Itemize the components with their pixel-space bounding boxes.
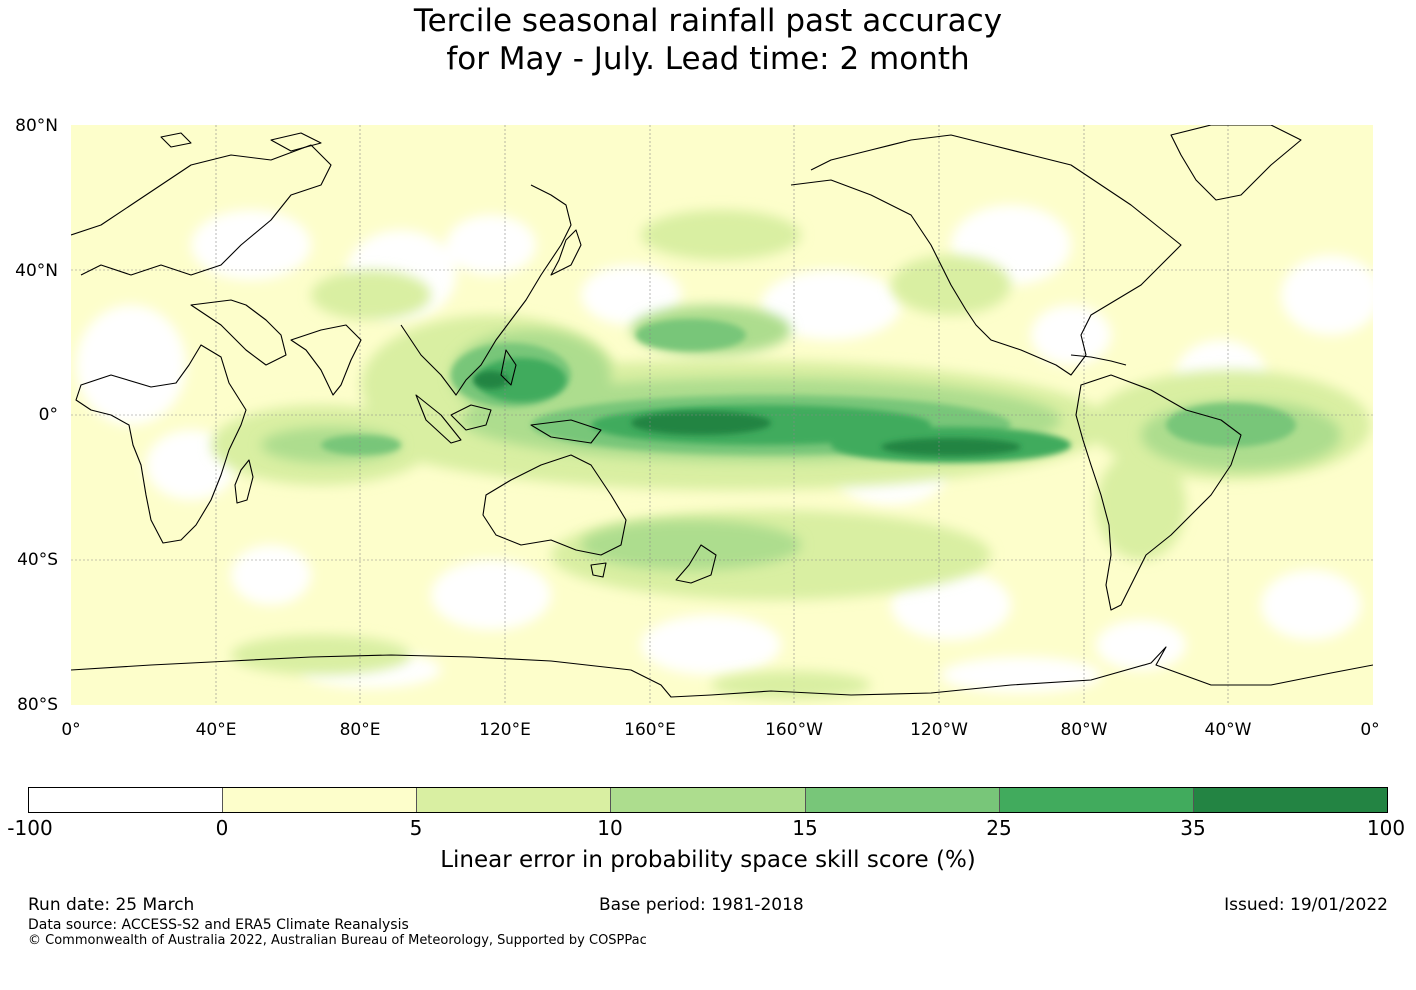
title-line-1: Tercile seasonal rainfall past accuracy: [413, 3, 1003, 39]
coast-novaya-zemlya: [270, 132, 322, 152]
lon-label-40w: 40°W: [1204, 720, 1252, 740]
lon-label-0-right: 0°: [1360, 720, 1380, 740]
base-period: Base period: 1981-2018: [599, 895, 804, 915]
lat-label-80s: 80°S: [17, 695, 58, 715]
colorbar-tick: 10: [597, 816, 623, 840]
colorbar-segment-35-100: [1192, 788, 1387, 812]
colorbar-tick: 15: [792, 816, 818, 840]
colorbar-segment-10-15: [610, 788, 805, 812]
coast-tasmania: [590, 562, 607, 578]
map-canvas: [71, 125, 1373, 705]
colorbar-segment-neg100-0: [29, 788, 223, 812]
lon-label-160w: 160°W: [765, 720, 823, 740]
coast-sumatra: [415, 394, 462, 444]
skill-score-map: [71, 125, 1373, 705]
lon-label-80w: 80°W: [1060, 720, 1108, 740]
coast-greenland: [1170, 125, 1302, 201]
coast-borneo: [450, 404, 492, 431]
lon-label-40e: 40°E: [195, 720, 237, 740]
coast-caribbean: [1070, 354, 1127, 366]
lat-label-40s: 40°S: [17, 550, 58, 570]
coast-east-asia: [400, 184, 572, 396]
copyright-notice: © Commonwealth of Australia 2022, Austra…: [28, 933, 647, 948]
map-title: Tercile seasonal rainfall past accuracy …: [0, 2, 1416, 78]
coast-europe: [71, 144, 332, 276]
colorbar-segment-0-5: [222, 788, 417, 812]
coast-madagascar: [234, 459, 254, 504]
colorbar-tick: 25: [986, 816, 1012, 840]
colorbar-segment-5-10: [416, 788, 611, 812]
lat-label-equator: 0°: [38, 405, 58, 425]
coast-new-guinea: [530, 419, 602, 444]
colorbar-tick: 100: [1366, 816, 1406, 840]
coast-philippines: [500, 349, 517, 386]
colorbar-tick: 5: [409, 816, 423, 840]
coast-japan: [550, 229, 582, 276]
lon-label-120w: 120°W: [910, 720, 968, 740]
coast-india: [290, 324, 362, 396]
coast-australia: [482, 454, 627, 556]
lat-label-80n: 80°N: [15, 116, 58, 136]
colorbar-tick: 35: [1180, 816, 1206, 840]
colorbar-segment-15-25: [804, 788, 999, 812]
coast-africa: [75, 344, 247, 544]
issued-date: Issued: 19/01/2022: [1224, 895, 1388, 915]
skill-35-100-areas: [473, 371, 1021, 456]
colorbar-segment-25-35: [998, 788, 1193, 812]
coast-south-america: [1075, 374, 1242, 611]
coast-north-america: [790, 134, 1182, 376]
coast-arabia: [190, 299, 287, 366]
coastlines: [71, 125, 1373, 698]
colorbar-label: Linear error in probability space skill …: [440, 847, 976, 873]
coast-antarctica: [71, 646, 1373, 698]
data-source: Data source: ACCESS-S2 and ERA5 Climate …: [28, 917, 409, 933]
title-line-2: for May - July. Lead time: 2 month: [446, 41, 970, 77]
coast-new-zealand: [675, 544, 717, 584]
lon-label-160e: 160°E: [624, 720, 676, 740]
colorbar: [28, 787, 1388, 813]
lat-label-40n: 40°N: [15, 261, 58, 281]
coast-svalbard: [160, 132, 192, 148]
colorbar-tick: -100: [7, 816, 53, 840]
lon-label-80e: 80°E: [339, 720, 381, 740]
colorbar-tick: 0: [215, 816, 229, 840]
run-date: Run date: 25 March: [28, 895, 195, 915]
lon-label-0-left: 0°: [61, 720, 81, 740]
lon-label-120e: 120°E: [479, 720, 531, 740]
